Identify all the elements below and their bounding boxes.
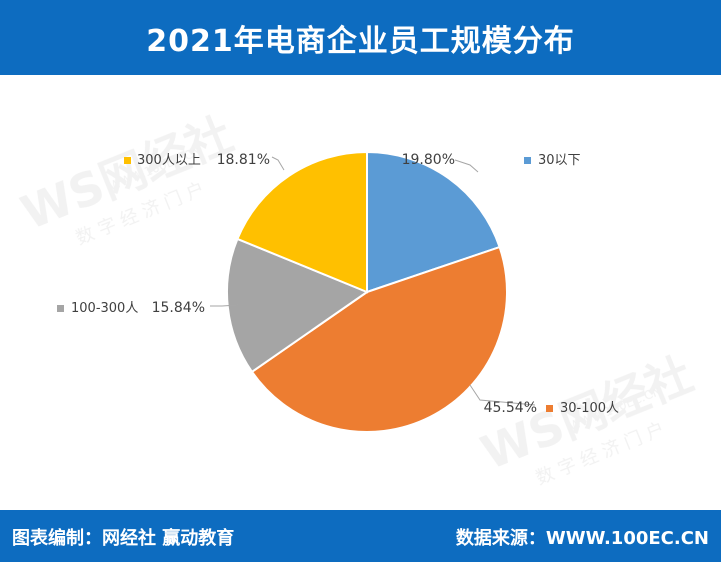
footer-source: 数据来源：WWW.100EC.CN	[455, 528, 709, 549]
slice-color-marker	[57, 305, 64, 312]
pie-chart: WS网经社 数 字 经 济 门 户 WWW.100EC.CN WS网经社 数 字…	[14, 107, 700, 489]
slice-color-marker	[124, 157, 131, 164]
leader-line-4	[271, 156, 285, 171]
slice-labels: 19.80% 30以下 45.54% 30-100人 15.84% 100-300人 18.…	[57, 152, 619, 416]
pie-slice-4	[236, 150, 368, 294]
pie-slice-1	[366, 150, 501, 294]
slice-category-label: 100-300人	[71, 301, 138, 316]
slice-value-label: 45.54%	[484, 400, 537, 416]
page-title: 2021年电商企业员工规模分布	[0, 0, 721, 75]
leader-line-2	[469, 384, 536, 406]
pie-slices	[226, 150, 508, 433]
leader-lines	[210, 156, 536, 406]
slice-color-marker	[524, 157, 531, 164]
leader-line-3	[210, 304, 239, 307]
pie-slice-2	[250, 245, 508, 433]
slice-value-label: 15.84%	[152, 300, 205, 316]
slice-color-marker	[546, 405, 553, 412]
slice-category-label: 300人以上	[137, 153, 201, 168]
watermark-upper: WS网经社 数 字 经 济 门 户 WWW.100EC.CN	[14, 107, 240, 249]
slice-value-label: 19.80%	[402, 152, 455, 168]
slice-category-label: 30以下	[538, 153, 581, 168]
watermark-lower: WS网经社 数 字 经 济 门 户 WWW.100EC.CN	[474, 347, 700, 489]
slice-category-label: 30-100人	[560, 401, 619, 416]
footer-bar: 图表编制：网经社 赢动教育 数据来源：WWW.100EC.CN	[0, 510, 721, 562]
slice-value-label: 18.81%	[217, 152, 270, 168]
leader-line-1	[454, 159, 479, 173]
footer-credit: 图表编制：网经社 赢动教育	[12, 528, 235, 549]
pie-slice-3	[226, 237, 370, 374]
